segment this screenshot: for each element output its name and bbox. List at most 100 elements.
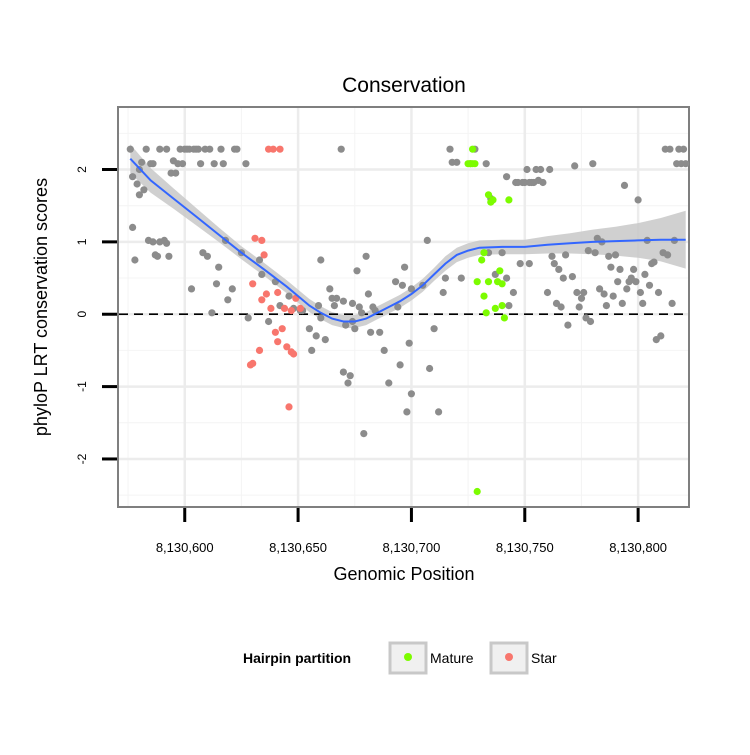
- point-other: [571, 162, 579, 170]
- point-other: [326, 285, 334, 293]
- x-axis: 8,130,600 8,130,650 8,130,700 8,130,750 8,13…: [156, 508, 667, 555]
- point-other: [679, 145, 688, 153]
- point-other: [285, 292, 293, 300]
- point-other: [403, 408, 411, 416]
- point-star: [283, 343, 291, 351]
- point-star: [255, 346, 264, 354]
- x-axis-label: Genomic Position: [333, 564, 474, 584]
- point-other: [632, 278, 640, 286]
- point-other: [317, 314, 325, 322]
- y-tick-label: 0: [75, 311, 89, 318]
- y-axis-label: phyloP LRT conservation scores: [31, 178, 51, 436]
- point-mature: [473, 487, 481, 496]
- point-other: [265, 317, 273, 326]
- point-other: [611, 251, 620, 259]
- smooth-line: [129, 158, 686, 323]
- legend-title: Hairpin partition: [243, 650, 351, 666]
- point-other: [149, 160, 157, 168]
- point-other: [580, 288, 588, 297]
- point-other: [153, 252, 162, 260]
- point-mature: [498, 302, 506, 310]
- point-other: [668, 299, 676, 307]
- point-mature: [498, 280, 506, 288]
- point-star: [249, 280, 257, 288]
- point-other: [149, 238, 157, 246]
- point-other: [321, 336, 329, 344]
- point-other: [503, 274, 511, 282]
- point-other: [228, 285, 236, 293]
- point-other: [620, 181, 629, 189]
- point-other: [129, 173, 137, 181]
- chart-title: Conservation: [342, 74, 466, 97]
- point-other: [312, 332, 320, 340]
- point-other: [657, 332, 665, 340]
- point-other: [568, 273, 577, 281]
- point-other: [208, 309, 216, 317]
- point-mature: [480, 249, 488, 257]
- point-other: [140, 186, 148, 194]
- point-other: [376, 328, 384, 336]
- point-other: [317, 256, 325, 264]
- point-other: [614, 278, 622, 286]
- point-mature: [471, 160, 479, 168]
- plot-panel-border: [117, 106, 690, 508]
- point-other: [314, 302, 323, 310]
- point-other: [392, 278, 400, 286]
- point-mature: [491, 304, 499, 312]
- point-other: [482, 160, 490, 168]
- point-other: [215, 263, 223, 271]
- point-other: [505, 302, 513, 310]
- point-other: [255, 256, 264, 264]
- point-other: [305, 325, 313, 333]
- point-other: [210, 160, 218, 168]
- y-tick-label: -2: [75, 453, 89, 464]
- point-other: [163, 239, 171, 247]
- point-star: [251, 234, 259, 242]
- point-other: [446, 145, 454, 153]
- point-other: [362, 252, 370, 260]
- point-star: [269, 145, 277, 153]
- confidence-band: [130, 144, 686, 328]
- point-other: [156, 145, 164, 153]
- point-star: [285, 403, 293, 411]
- point-other: [575, 303, 583, 311]
- point-star: [278, 325, 286, 333]
- point-other: [219, 160, 227, 168]
- point-other: [194, 145, 202, 153]
- grid: [119, 108, 688, 506]
- x-tick-label: 8,130,800: [609, 540, 667, 555]
- point-other: [636, 288, 645, 297]
- point-other: [187, 285, 196, 293]
- point-other: [650, 258, 658, 266]
- point-other: [385, 379, 393, 387]
- point-other: [142, 145, 150, 153]
- confidence-band-area: [130, 144, 686, 328]
- point-other: [564, 321, 572, 329]
- point-other: [609, 292, 617, 300]
- point-star: [260, 251, 268, 259]
- point-other: [396, 361, 404, 369]
- point-other: [559, 274, 567, 282]
- plot-panel: [117, 106, 690, 508]
- point-star: [276, 145, 284, 153]
- point-other: [358, 309, 366, 317]
- point-other: [233, 145, 241, 153]
- y-axis: -2 -1 0 1 2: [75, 166, 117, 464]
- point-other: [135, 191, 143, 199]
- point-other: [602, 302, 611, 310]
- point-other: [523, 165, 531, 174]
- y-tick-label: -1: [75, 381, 89, 392]
- point-other: [600, 290, 608, 298]
- point-mature: [505, 196, 513, 204]
- point-other: [439, 288, 447, 297]
- point-other: [126, 145, 134, 153]
- point-mature: [482, 309, 490, 317]
- point-star: [249, 359, 257, 367]
- point-other: [178, 160, 187, 168]
- point-other: [401, 263, 409, 271]
- point-other: [654, 288, 663, 297]
- point-mature: [496, 267, 504, 275]
- point-other: [509, 288, 517, 297]
- point-other: [364, 290, 372, 298]
